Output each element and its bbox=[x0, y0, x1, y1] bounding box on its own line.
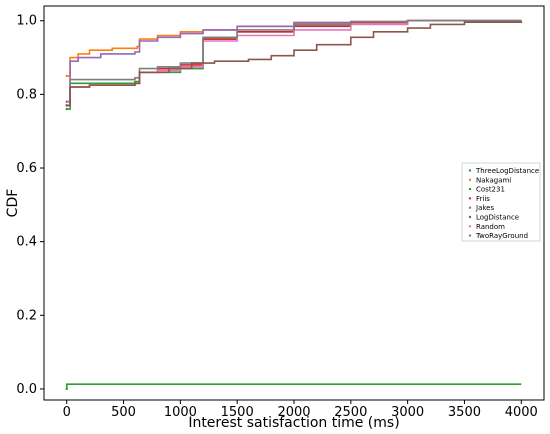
x-tick-label: 2500 bbox=[334, 405, 367, 420]
x-tick-label: 1500 bbox=[221, 405, 254, 420]
series-line-tworayground bbox=[66, 19, 522, 107]
y-axis-ticks: 0.0 0.2 0.4 0.6 0.8 1.0 bbox=[16, 14, 44, 397]
y-tick-label: 0.4 bbox=[16, 235, 37, 250]
legend-marker bbox=[468, 178, 472, 181]
x-tick-label: 4000 bbox=[505, 405, 538, 420]
y-tick-label: 0.6 bbox=[16, 161, 37, 176]
legend-label: TwoRayGround bbox=[475, 232, 528, 240]
legend-marker bbox=[468, 225, 472, 228]
legend-label: Random bbox=[476, 223, 505, 231]
x-tick-label: 500 bbox=[111, 405, 136, 420]
series-point-threelogdistance bbox=[65, 387, 68, 391]
x-tick-label: 2000 bbox=[277, 405, 310, 420]
legend-label: Cost231 bbox=[476, 186, 505, 194]
legend-label: ThreeLogDistance bbox=[475, 167, 539, 175]
x-axis-label: Interest satisfaction time (ms) bbox=[188, 415, 399, 431]
legend-label: Nakagami bbox=[476, 176, 511, 184]
legend-box bbox=[461, 162, 541, 242]
legend-label: Jakes bbox=[475, 204, 494, 212]
series-point-cost231 bbox=[65, 107, 68, 111]
y-tick-label: 0.2 bbox=[16, 308, 37, 323]
series-line-logdistance bbox=[66, 20, 523, 107]
legend-marker bbox=[468, 206, 472, 209]
series-layer bbox=[65, 19, 523, 391]
y-tick-label: 0.0 bbox=[16, 382, 37, 397]
x-tick-label: 0 bbox=[63, 405, 71, 420]
legend-label: Friis bbox=[476, 195, 490, 203]
legend-label: LogDistance bbox=[476, 214, 519, 222]
series-line-jakes bbox=[66, 19, 522, 103]
x-tick-label: 3000 bbox=[391, 405, 424, 420]
legend-marker bbox=[468, 187, 472, 191]
y-axis-label: CDF bbox=[5, 189, 21, 218]
legend-marker bbox=[468, 215, 472, 219]
plot-frame bbox=[43, 5, 545, 401]
legend-marker bbox=[468, 197, 472, 200]
series-point-jakes bbox=[65, 100, 68, 103]
x-axis-ticks: 0 500 1000 1500 2000 2500 3000 3500 4000 bbox=[63, 400, 538, 420]
x-tick-label: 3500 bbox=[448, 405, 481, 420]
y-tick-label: 1.0 bbox=[16, 14, 37, 29]
x-tick-label: 1000 bbox=[164, 405, 197, 420]
legend-marker bbox=[468, 234, 472, 237]
y-tick-label: 0.8 bbox=[16, 87, 37, 102]
legend-marker bbox=[468, 169, 472, 172]
series-point-nakagami bbox=[65, 74, 68, 78]
series-point-logdistance bbox=[65, 104, 68, 107]
